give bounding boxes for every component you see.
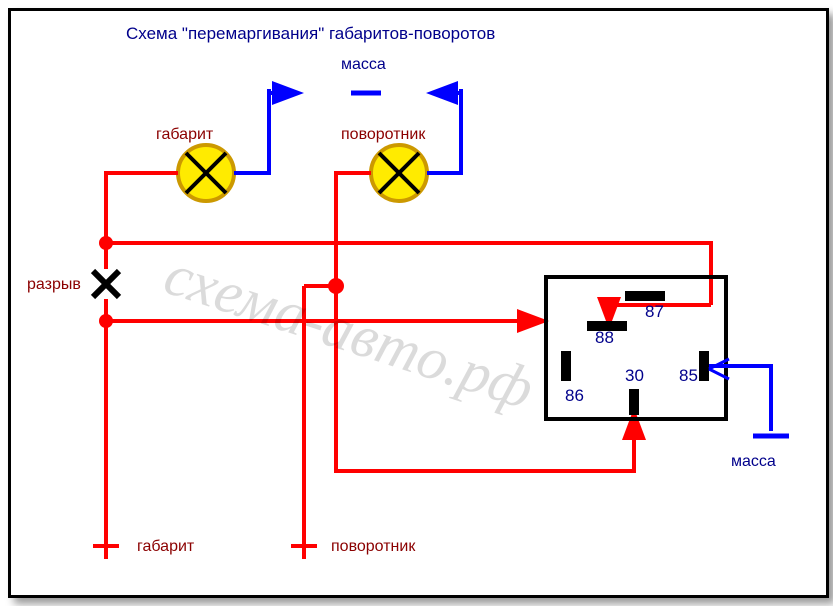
label-povorotnik-bottom: поворотник: [331, 538, 416, 555]
wire-red-lamp1-down: [106, 173, 178, 269]
lamp-gabarit: [178, 145, 234, 201]
pin-86: [561, 351, 571, 381]
label-razryv: разрыв: [27, 276, 81, 293]
lamp-povorotnik: [371, 145, 427, 201]
pin-label-30: 30: [625, 366, 644, 385]
diagram-frame: Схема "перемаргивания" габаритов-поворот…: [8, 8, 829, 598]
plus-povorotnik: [291, 533, 317, 559]
pin-label-86: 86: [565, 386, 584, 405]
pin-30: [629, 389, 639, 415]
label-povorotnik-top: поворотник: [341, 126, 426, 143]
break-symbol: [93, 271, 119, 297]
wire-blue-lamp2: [427, 89, 461, 173]
pin-label-88: 88: [595, 328, 614, 347]
wire-red-lamp2-down: [336, 173, 371, 243]
pin-87: [625, 291, 665, 301]
pin-label-85: 85: [679, 366, 698, 385]
label-gabarit-bottom: габарит: [137, 538, 195, 555]
label-massa-right: масса: [731, 453, 776, 470]
pin-label-87: 87: [645, 302, 664, 321]
title-text: Схема "перемаргивания" габаритов-поворот…: [126, 24, 495, 43]
plus-gabarit: [93, 533, 119, 559]
label-gabarit-top: габарит: [156, 126, 214, 143]
pin-85: [699, 351, 709, 381]
wire-blue-lamp1: [234, 89, 269, 173]
label-massa-top: масса: [341, 56, 386, 73]
watermark: схема-авто.рф: [157, 241, 542, 422]
circuit-diagram: Схема "перемаргивания" габаритов-поворот…: [11, 11, 826, 595]
wire-blue-85: [709, 366, 771, 431]
